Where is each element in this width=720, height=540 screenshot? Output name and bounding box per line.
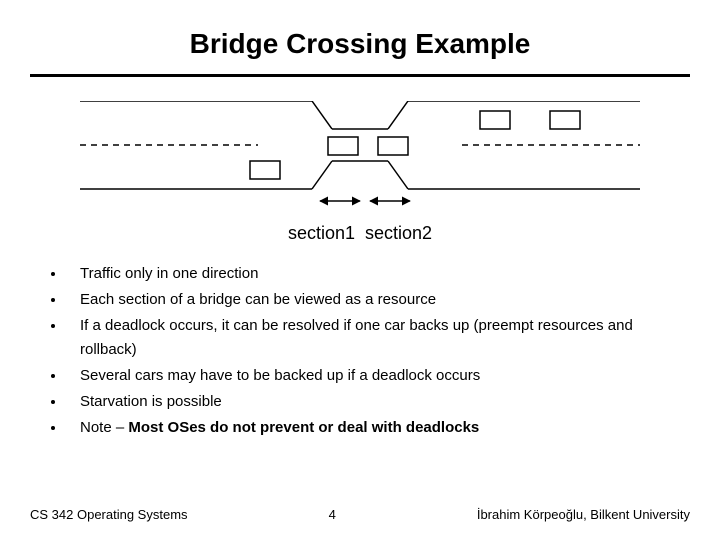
bullet-item: If a deadlock occurs, it can be resolved… (66, 314, 684, 362)
footer-author: İbrahim Körpeoğlu, Bilkent University (477, 507, 690, 522)
footer: CS 342 Operating Systems 4 İbrahim Körpe… (30, 507, 690, 522)
bridge-diagram (80, 101, 640, 221)
bullet-list: Traffic only in one directionEach sectio… (30, 262, 690, 440)
bridge-diagram-container: section1 section2 (80, 101, 640, 244)
bullet-item: Each section of a bridge can be viewed a… (66, 288, 684, 312)
bullet-item: Traffic only in one direction (66, 262, 684, 286)
section1-label: section1 (288, 223, 355, 243)
footer-course: CS 342 Operating Systems (30, 507, 188, 522)
title-rule (30, 74, 690, 77)
section-labels: section1 section2 (80, 223, 640, 244)
bullet-item: Several cars may have to be backed up if… (66, 364, 684, 388)
slide: Bridge Crossing Example section1 section… (0, 0, 720, 540)
bullet-item: Starvation is possible (66, 390, 684, 414)
section2-label: section2 (365, 223, 432, 243)
footer-page: 4 (329, 507, 336, 522)
slide-title: Bridge Crossing Example (30, 28, 690, 60)
bullet-item: Note – Most OSes do not prevent or deal … (66, 416, 684, 440)
